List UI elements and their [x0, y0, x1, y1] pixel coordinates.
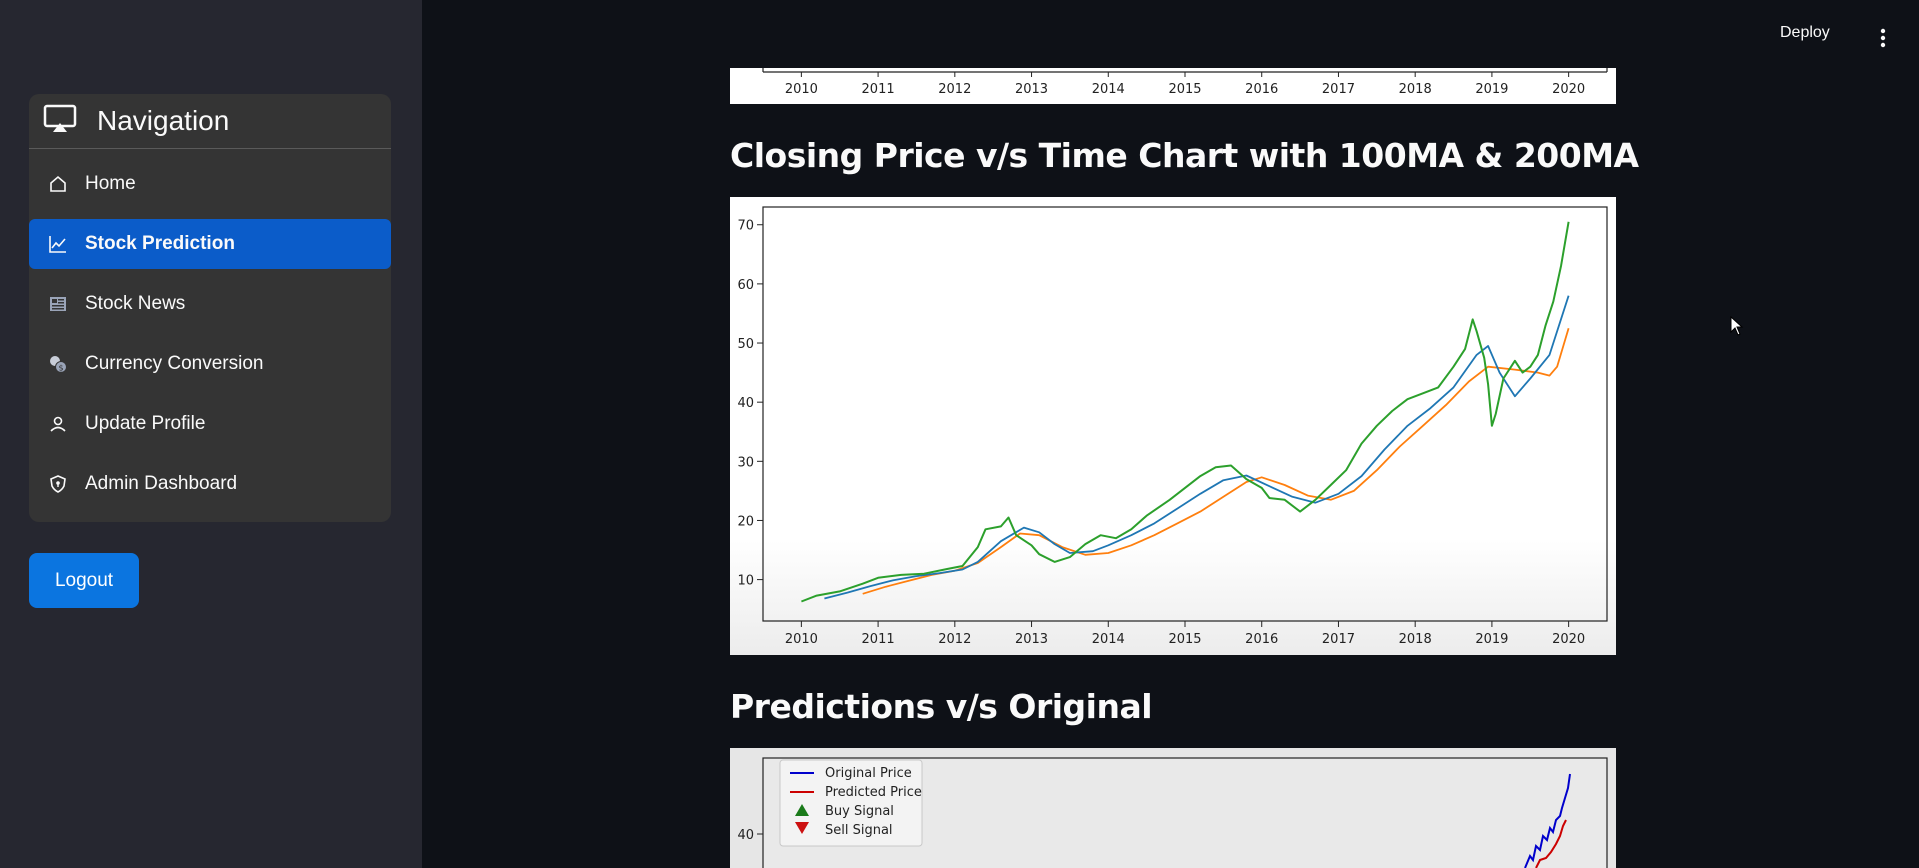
legend-label-original: Original Price: [825, 766, 912, 781]
ma200-line: [862, 327, 1570, 595]
y-tick-label: 10: [737, 574, 754, 589]
y-tick-label: 50: [737, 337, 754, 352]
legend-box: [779, 759, 923, 847]
x-tick-label: 2016: [1245, 632, 1278, 647]
x-tick-label: 2011: [862, 632, 895, 647]
more-options-icon[interactable]: [1874, 26, 1892, 50]
coins-icon: $: [47, 353, 69, 375]
original-price-line: [1524, 773, 1571, 868]
x-tick-label: 2019: [1475, 82, 1508, 97]
legend-label-sell: Sell Signal: [825, 823, 893, 838]
sell-signal-icon: [795, 822, 809, 834]
x-tick-label: 2017: [1322, 82, 1355, 97]
legend-label-predicted: Predicted Price: [825, 785, 922, 800]
x-tick-label: 2012: [938, 632, 971, 647]
ma-chart-svg: 10 20 30 40 50 60 70 2010 2011 2012 2013 2014 2015 2…: [730, 197, 1616, 655]
ma-chart: 10 20 30 40 50 60 70 2010 2011 2012 2013 2014 2015 2…: [730, 197, 1616, 655]
legend-label-buy: Buy Signal: [825, 804, 894, 819]
sidebar-item-currency-conversion[interactable]: $ Currency Conversion: [29, 339, 391, 389]
home-icon: [47, 173, 69, 195]
chart-background: [730, 197, 1616, 655]
x-tick-label: 2011: [862, 82, 895, 97]
predictions-heading: Predictions v/s Original: [730, 687, 1153, 726]
y-tick-label: 20: [737, 514, 754, 529]
x-tick-label: 2014: [1092, 82, 1125, 97]
sidebar: Navigation Home Stock Prediction Stock N…: [0, 0, 422, 868]
mouse-cursor-icon: [1730, 316, 1744, 336]
newspaper-icon: [47, 293, 69, 315]
y-tick-label: 40: [737, 396, 754, 411]
closing-price-line: [801, 221, 1570, 603]
sidebar-item-label: Stock News: [85, 293, 186, 314]
sidebar-item-admin-dashboard[interactable]: Admin Dashboard: [29, 459, 391, 509]
ma-chart-heading: Closing Price v/s Time Chart with 100MA …: [730, 136, 1639, 175]
previous-chart-svg: 2010 2011 2012 2013 2014 2015 2016 2017 2018 2019…: [762, 68, 1608, 97]
sidebar-item-stock-prediction[interactable]: Stock Prediction: [29, 219, 391, 269]
cast-screen-icon: [43, 104, 77, 139]
x-tick-label: 2015: [1168, 82, 1201, 97]
sidebar-item-label: Update Profile: [85, 413, 206, 434]
y-tick-label: 70: [737, 219, 754, 234]
sidebar-item-label: Stock Prediction: [85, 233, 235, 254]
deploy-button[interactable]: Deploy: [1780, 24, 1830, 41]
previous-chart-partial: 2010 2011 2012 2013 2014 2015 2016 2017 2018 2019…: [730, 68, 1616, 104]
navigation-header: Navigation: [29, 94, 391, 149]
y-tick-label: 60: [737, 278, 754, 293]
legend: Original Price Predicted Price Buy Signa…: [779, 759, 923, 847]
sidebar-item-label: Home: [85, 173, 136, 194]
sidebar-item-update-profile[interactable]: Update Profile: [29, 399, 391, 449]
y-tick-label: 40: [737, 828, 754, 843]
predicted-price-line: [1535, 819, 1567, 868]
x-tick-label: 2015: [1168, 632, 1201, 647]
x-tick-label: 2012: [938, 82, 971, 97]
sidebar-item-label: Admin Dashboard: [85, 473, 238, 494]
navigation-title: Navigation: [97, 105, 230, 136]
x-tick-label: 2014: [1092, 632, 1125, 647]
x-tick-label: 2020: [1552, 632, 1585, 647]
x-tick-label: 2018: [1399, 82, 1432, 97]
chart-line-icon: [47, 233, 69, 255]
predictions-chart-svg: 40 Original Price Predicted Price Buy Si…: [730, 748, 1616, 868]
predictions-chart-partial: 40 Original Price Predicted Price Buy Si…: [730, 748, 1616, 868]
person-icon: [47, 413, 69, 435]
shield-icon: [47, 473, 69, 495]
sidebar-item-label: Currency Conversion: [85, 353, 264, 374]
x-tick-label: 2010: [785, 82, 818, 97]
x-tick-label: 2019: [1475, 632, 1508, 647]
y-tick-label: 30: [737, 455, 754, 470]
x-tick-label: 2010: [785, 632, 818, 647]
x-tick-label: 2016: [1245, 82, 1278, 97]
x-tick-label: 2013: [1015, 82, 1048, 97]
buy-signal-icon: [795, 804, 809, 816]
svg-text:$: $: [58, 364, 63, 373]
x-tick-label: 2018: [1399, 632, 1432, 647]
x-tick-label: 2020: [1552, 82, 1585, 97]
sidebar-item-home[interactable]: Home: [29, 159, 391, 209]
x-tick-label: 2017: [1322, 632, 1355, 647]
x-tick-label: 2013: [1015, 632, 1048, 647]
sidebar-item-stock-news[interactable]: Stock News: [29, 279, 391, 329]
ma100-line: [824, 295, 1570, 600]
logout-button[interactable]: Logout: [29, 553, 139, 608]
navigation-menu: Navigation Home Stock Prediction Stock N…: [29, 94, 391, 522]
